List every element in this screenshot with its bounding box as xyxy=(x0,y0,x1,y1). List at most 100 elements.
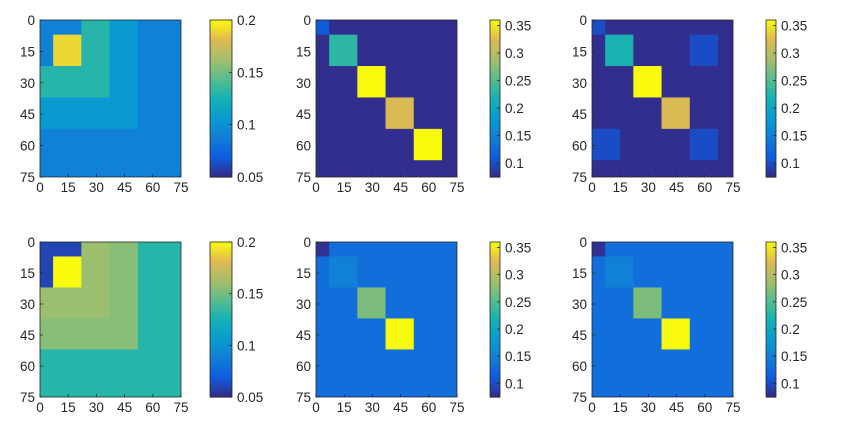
colorbar-segment xyxy=(210,157,232,161)
colorbar-tick-label: 0.15 xyxy=(781,129,807,144)
colorbar-segment xyxy=(490,329,500,333)
y-tick-label: 60 xyxy=(20,139,35,154)
colorbar-segment xyxy=(766,341,776,345)
colorbar-segment xyxy=(210,56,232,60)
colorbar-segment xyxy=(210,46,232,51)
colorbar-segment xyxy=(490,115,500,119)
colorbar-segment xyxy=(210,350,232,355)
colorbar-segment xyxy=(766,34,776,38)
colorbar-segment xyxy=(766,66,776,70)
colorbar-segment xyxy=(766,39,776,43)
x-tick-label: 0 xyxy=(312,400,320,415)
colorbar-segment xyxy=(490,256,500,260)
colorbar-segment xyxy=(490,127,500,131)
colorbar-segment xyxy=(766,54,776,58)
colorbar-segment xyxy=(766,285,776,289)
colorbar-segment xyxy=(766,127,776,131)
heatmap-cell-block-4 xyxy=(385,318,414,350)
colorbar-segment xyxy=(766,254,776,258)
colorbar-segment xyxy=(766,123,776,127)
colorbar-tick-label: 0.25 xyxy=(505,295,531,310)
colorbar-segment xyxy=(210,363,232,367)
colorbar-segment xyxy=(766,329,776,333)
y-tick-label: 30 xyxy=(20,297,35,312)
x-tick-label: 75 xyxy=(725,180,740,195)
colorbar-segment xyxy=(490,242,500,246)
colorbar-segment xyxy=(766,382,776,386)
colorbar-tick-label: 0.15 xyxy=(781,349,807,364)
axes-frame xyxy=(315,19,458,178)
colorbar-segment xyxy=(490,169,500,173)
colorbar-segment xyxy=(766,334,776,338)
colorbar-segment xyxy=(490,78,500,82)
colorbar-segment xyxy=(490,367,500,371)
colorbar-segment xyxy=(210,69,232,73)
colorbar-frame xyxy=(209,19,233,178)
colorbar-segment xyxy=(490,254,500,258)
colorbar: 0.2 0.15 0.1 0.05 xyxy=(209,235,263,405)
colorbar-segment xyxy=(766,242,776,246)
x-tick-label: 30 xyxy=(641,400,656,415)
colorbar-segment xyxy=(210,343,232,347)
colorbar-tick-label: 0.35 xyxy=(505,19,531,34)
colorbar-segment xyxy=(490,326,500,330)
colorbar-segment xyxy=(490,167,500,171)
colorbar-segment xyxy=(490,341,500,345)
colorbar-segment xyxy=(490,159,500,163)
colorbar-segment xyxy=(210,346,232,350)
colorbar-tick-label: 0.25 xyxy=(781,295,807,310)
colorbar-segment xyxy=(766,169,776,173)
colorbar-segment xyxy=(490,150,500,154)
colorbar-segment xyxy=(210,246,232,250)
colorbar-segment xyxy=(490,321,500,325)
colorbar: 0.35 0.3 0.25 0.2 0.15 0.1 xyxy=(489,240,531,398)
colorbar-segment xyxy=(490,275,500,279)
colorbar-segment xyxy=(766,350,776,355)
y-tick-label: 15 xyxy=(296,44,311,59)
colorbar-segment xyxy=(766,71,776,75)
y-tick-label: 15 xyxy=(20,266,35,281)
colorbar-segment xyxy=(766,32,776,36)
colorbar-segment xyxy=(766,44,776,48)
colorbar-segment xyxy=(210,258,232,262)
x-tick-label: 15 xyxy=(61,400,76,415)
heatmap-cell-block-5 xyxy=(689,34,718,67)
colorbar-segment xyxy=(210,127,232,131)
colorbar-segment xyxy=(210,100,232,105)
colorbar-segment xyxy=(210,130,232,134)
colorbar-segment xyxy=(490,54,500,58)
heatmap-cell-block-5 xyxy=(413,128,442,161)
colorbar-segment xyxy=(210,20,232,24)
colorbar-segment xyxy=(210,273,232,277)
colorbar-segment xyxy=(210,380,232,384)
y-tick-label: 30 xyxy=(20,76,35,91)
y-tick-label: 75 xyxy=(572,390,587,405)
colorbar: 0.35 0.3 0.25 0.2 0.15 0.1 xyxy=(765,240,807,398)
x-tick-label: 45 xyxy=(669,180,684,195)
colorbar-segment xyxy=(210,113,232,117)
colorbar-tick-label: 0.2 xyxy=(781,101,800,116)
colorbar-segment xyxy=(490,338,500,342)
colorbar-segment xyxy=(766,384,776,388)
colorbar-segment xyxy=(766,154,776,158)
colorbar-segment xyxy=(490,44,500,48)
colorbar-segment xyxy=(490,20,500,24)
heatmap-cell-block-2 xyxy=(605,256,634,288)
colorbar-segment xyxy=(490,152,500,156)
colorbar-tick-label: 0.2 xyxy=(237,13,256,28)
colorbar-segment xyxy=(490,292,500,296)
colorbar-segment xyxy=(490,135,500,139)
colorbar-segment xyxy=(766,135,776,139)
colorbar-segment xyxy=(210,76,232,80)
colorbar-segment xyxy=(210,71,232,75)
colorbar-segment xyxy=(490,360,500,364)
colorbar-segment xyxy=(210,152,232,156)
colorbar-segment xyxy=(490,108,500,112)
x-tick-label: 60 xyxy=(421,400,436,415)
colorbar-segment xyxy=(210,285,232,289)
colorbar-segment xyxy=(766,394,776,398)
colorbar-segment xyxy=(210,150,232,154)
colorbar-segment xyxy=(210,115,232,119)
colorbar-segment xyxy=(766,174,776,178)
y-tick-label: 75 xyxy=(296,390,311,405)
